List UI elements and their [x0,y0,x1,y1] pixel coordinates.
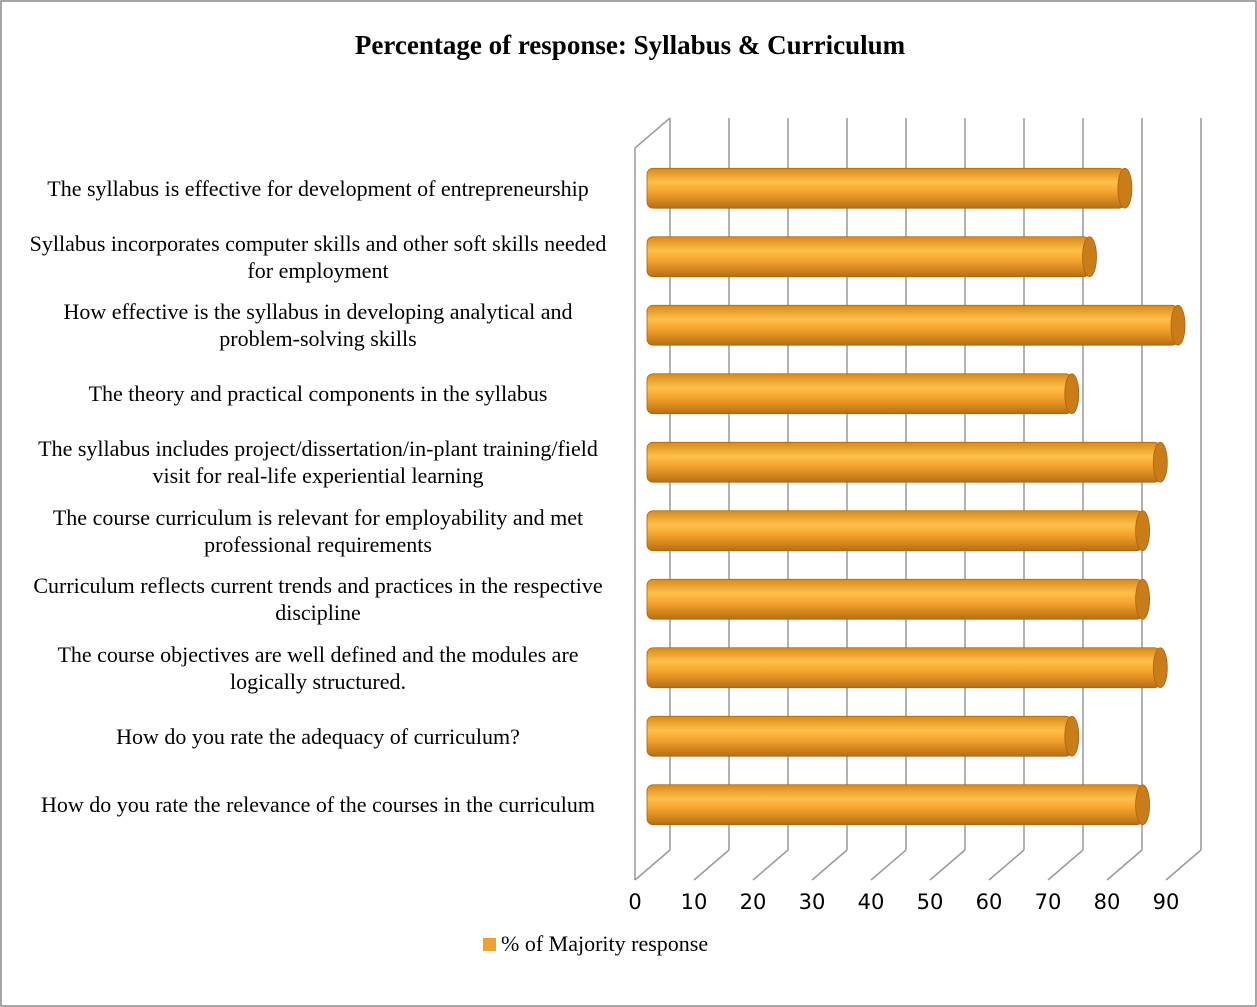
bar-cap [1152,441,1168,483]
x-tick-label: 50 [917,890,944,914]
bar-body [646,236,1090,278]
bar [646,784,1150,826]
bar [646,236,1097,278]
x-tick-label: 40 [858,890,885,914]
x-tick-label: 90 [1153,890,1180,914]
bar [646,441,1168,483]
category-label-box: Curriculum reflects current trends and p… [33,573,603,626]
floor-grid-line [870,849,907,881]
back-wall-edge [634,117,671,880]
y-tick-label: Curriculum reflects current trends and p… [33,573,603,626]
y-tick-label: How effective is the syllabus in develop… [63,299,573,352]
bar [646,373,1080,415]
legend-swatch [483,938,496,951]
bar-cap [1170,304,1186,346]
bar-cap [1082,236,1097,278]
bar [646,510,1150,552]
bar [646,647,1168,689]
chart-title: Percentage of response: Syllabus & Curri… [355,30,906,60]
floor-grid-line [693,849,730,881]
x-tick-label: 10 [681,890,708,914]
category-label-box: The theory and practical components in t… [88,381,548,407]
bar-body [646,647,1161,689]
bar-cap [1117,167,1133,209]
category-label-box: The course curriculum is relevant for em… [52,504,584,557]
floor-grid-line [1106,849,1143,881]
bar-body [646,441,1161,483]
bar-body [646,510,1144,552]
bar-body [646,715,1073,757]
category-label-box: The syllabus is effective for developmen… [47,175,589,201]
floor-grid-line [752,849,789,881]
y-tick-label: The syllabus is effective for developmen… [47,175,589,201]
floor-grid-line [1165,849,1202,881]
x-tick-label: 60 [976,890,1003,914]
x-tick-label: 30 [799,890,826,914]
bar-body [646,578,1144,620]
floor-grid-line [1047,849,1084,881]
x-tick-label: 80 [1094,890,1121,914]
bar-body [646,167,1126,209]
bar-cap [1064,715,1080,757]
bar-cap [1135,578,1150,620]
floor-grid-line [988,849,1025,881]
y-tick-label: The theory and practical components in t… [88,381,548,407]
bar [646,304,1186,346]
y-tick-label: How do you rate the relevance of the cou… [40,792,596,818]
bar [646,167,1133,209]
category-label-box: The course objectives are well defined a… [57,641,579,694]
y-tick-label: How do you rate the adequacy of curricul… [116,723,520,749]
category-label-box: How do you rate the relevance of the cou… [40,792,596,818]
floor-grid-line [811,849,848,881]
category-label-box: How do you rate the adequacy of curricul… [116,723,520,749]
floor-grid-line [929,849,966,881]
bar-body [646,304,1179,346]
y-tick-label: The course curriculum is relevant for em… [52,504,584,557]
x-tick-label: 70 [1035,890,1062,914]
bar-cap [1135,510,1150,552]
floor-grid-line [634,849,671,881]
x-tick-label: 0 [628,890,641,914]
category-label-box: How effective is the syllabus in develop… [63,299,573,352]
category-label-box: Syllabus incorporates computer skills an… [29,230,607,283]
bar [646,715,1080,757]
y-tick-label: The course objectives are well defined a… [57,641,579,694]
bar-cap [1064,373,1080,415]
x-tick-label: 20 [740,890,767,914]
bar-body [646,373,1073,415]
y-tick-label: Syllabus incorporates computer skills an… [29,230,607,283]
bar-cap [1135,784,1150,826]
category-label-box: The syllabus includes project/dissertati… [38,436,598,489]
bar [646,578,1150,620]
legend-label: % of Majority response [501,931,708,956]
bar-body [646,784,1144,826]
bar-cap [1152,647,1168,689]
y-tick-label: The syllabus includes project/dissertati… [38,436,598,489]
